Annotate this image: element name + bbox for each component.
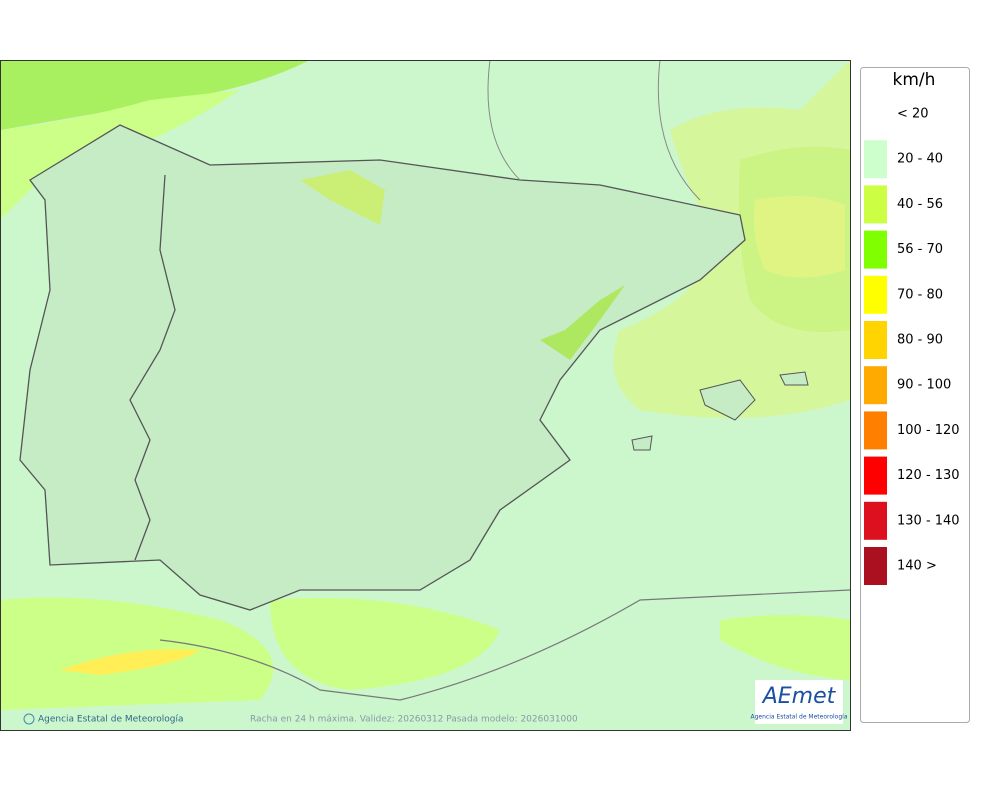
island: [779, 371, 809, 386]
wind-patch: [540, 285, 625, 360]
border: [129, 174, 176, 561]
legend-swatch: [864, 321, 887, 359]
wind-band: [270, 598, 500, 690]
legend-swatch: [864, 501, 887, 540]
legend-swatch: [864, 185, 887, 224]
legend-swatch: [864, 411, 887, 450]
legend-label: 70 - 80: [897, 287, 943, 302]
wind-band: [0, 90, 240, 220]
legend-swatch: [864, 366, 887, 405]
legend-swatch: [864, 275, 887, 314]
legend-label: 40 - 56: [897, 197, 943, 212]
wind-patch: [300, 170, 385, 225]
island: [699, 379, 756, 421]
copyright-icon: [23, 713, 35, 725]
legend-label: 120 - 130: [897, 468, 960, 483]
footer-info: Racha en 24 h máxima. Validez: 20260312 …: [250, 715, 578, 725]
wind-band: [0, 60, 310, 130]
island: [631, 435, 653, 451]
legend-label: 100 - 120: [897, 423, 960, 438]
legend-label: < 20: [897, 107, 929, 122]
legend-box: [860, 67, 970, 723]
wind-band: [720, 615, 850, 680]
legend-label: 130 - 140: [897, 513, 960, 528]
legend-label: 140 >: [897, 559, 937, 574]
legend-unit: km/h: [893, 70, 936, 90]
footer-credit: Agencia Estatal de Meteorología: [38, 715, 184, 725]
coastline-france: [487, 60, 701, 201]
logo-subtitle: Agencia Estatal de Meteorología: [751, 714, 848, 721]
legend-swatch: [864, 140, 887, 179]
logo-box: [755, 680, 843, 724]
map: Agencia Estatal de Meteorología Racha en…: [0, 60, 850, 730]
iberia-land: [19, 124, 746, 611]
map-frame: [0, 60, 851, 731]
wind-band: [60, 649, 200, 675]
legend-label: 20 - 40: [897, 152, 943, 167]
coastline-africa: [159, 589, 850, 701]
legend-label: 56 - 70: [897, 242, 943, 257]
legend-swatch: [864, 456, 887, 495]
logo: AEmet: [761, 684, 837, 709]
legend-label: 90 - 100: [897, 378, 951, 393]
legend-swatch: [864, 547, 887, 585]
legend-swatch: [864, 230, 887, 269]
legend-label: 80 - 90: [897, 333, 943, 348]
